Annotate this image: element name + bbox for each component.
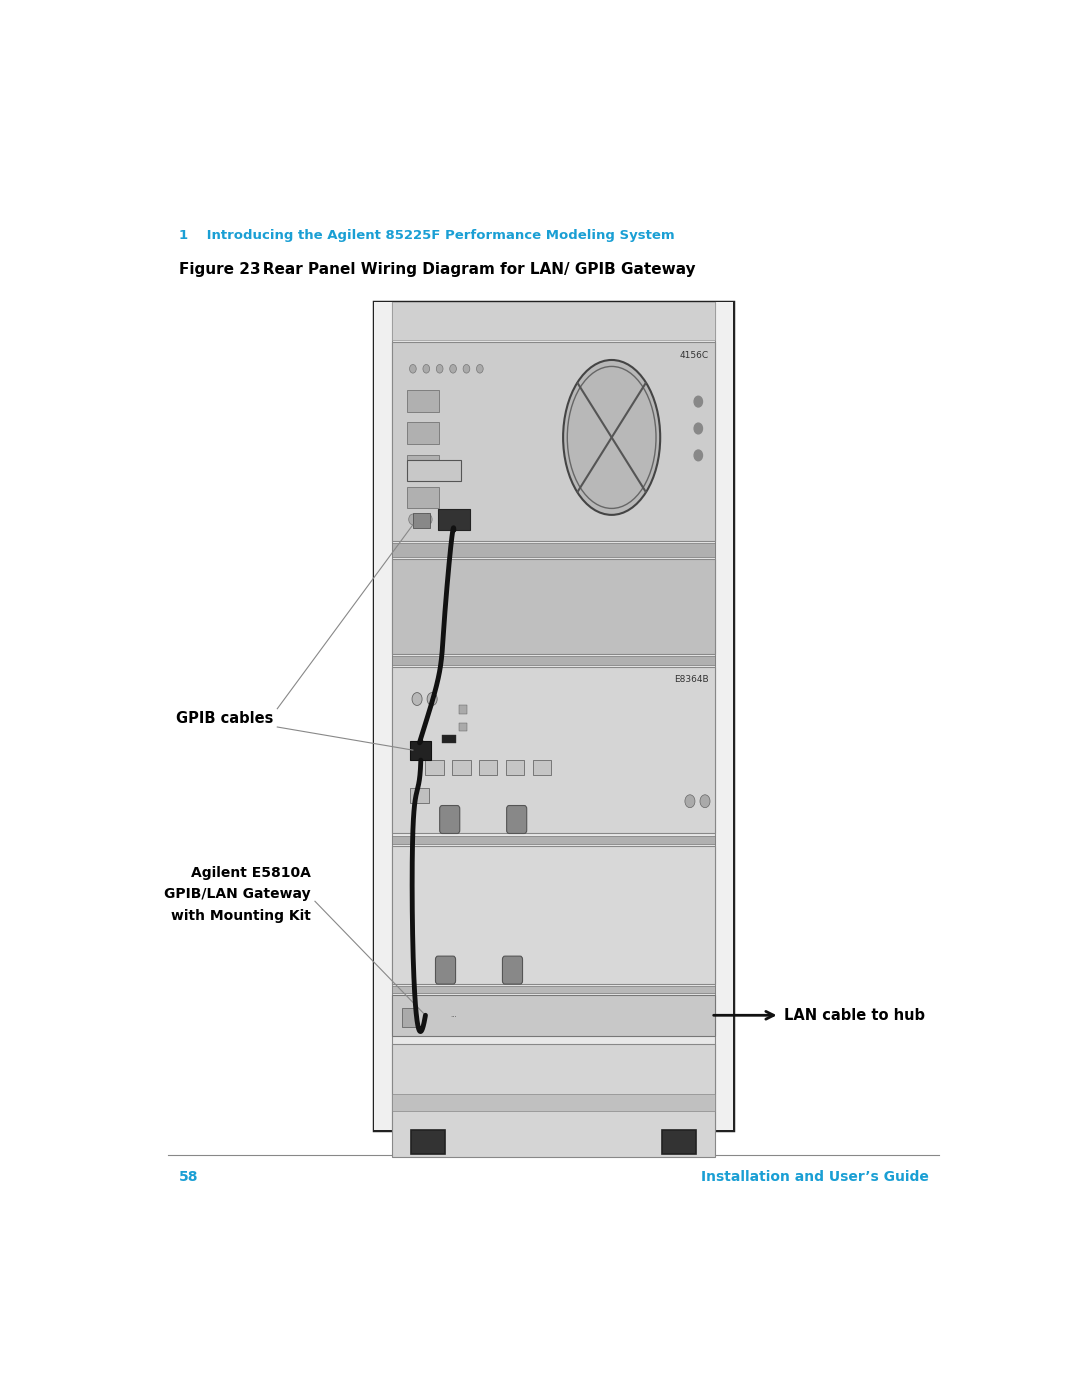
Circle shape: [685, 795, 694, 807]
Text: Installation and User’s Guide: Installation and User’s Guide: [701, 1169, 929, 1183]
FancyBboxPatch shape: [410, 740, 431, 760]
FancyBboxPatch shape: [374, 302, 392, 1130]
FancyBboxPatch shape: [392, 302, 715, 1130]
FancyBboxPatch shape: [392, 1111, 715, 1130]
Text: 1    Introducing the Agilent 85225F Performance Modeling System: 1 Introducing the Agilent 85225F Perform…: [178, 229, 674, 242]
FancyBboxPatch shape: [392, 986, 715, 993]
FancyBboxPatch shape: [392, 835, 715, 844]
Circle shape: [408, 514, 417, 525]
FancyBboxPatch shape: [392, 543, 715, 557]
Circle shape: [423, 514, 432, 525]
Text: GPIB/LAN Gateway: GPIB/LAN Gateway: [164, 887, 311, 901]
FancyBboxPatch shape: [411, 1130, 445, 1154]
FancyBboxPatch shape: [459, 722, 468, 731]
Text: Agilent E5810A: Agilent E5810A: [191, 866, 311, 880]
FancyBboxPatch shape: [392, 657, 715, 665]
FancyBboxPatch shape: [374, 302, 733, 1130]
Text: Figure 23: Figure 23: [178, 263, 260, 277]
Circle shape: [463, 365, 470, 373]
Text: ...: ...: [450, 1013, 457, 1018]
FancyBboxPatch shape: [392, 302, 715, 339]
Circle shape: [694, 397, 702, 407]
FancyBboxPatch shape: [392, 995, 715, 1035]
FancyBboxPatch shape: [392, 559, 715, 654]
Circle shape: [436, 365, 443, 373]
FancyBboxPatch shape: [440, 806, 460, 834]
FancyBboxPatch shape: [392, 342, 715, 541]
Circle shape: [694, 450, 702, 461]
FancyBboxPatch shape: [407, 486, 438, 509]
FancyBboxPatch shape: [402, 1007, 417, 1027]
Text: with Mounting Kit: with Mounting Kit: [171, 909, 311, 923]
Circle shape: [409, 365, 416, 373]
FancyBboxPatch shape: [392, 1045, 715, 1157]
FancyBboxPatch shape: [505, 760, 524, 775]
FancyBboxPatch shape: [407, 422, 438, 444]
Circle shape: [413, 693, 422, 705]
Circle shape: [449, 365, 457, 373]
FancyBboxPatch shape: [453, 760, 471, 775]
FancyBboxPatch shape: [502, 956, 523, 983]
FancyBboxPatch shape: [715, 302, 733, 1130]
Text: 58: 58: [178, 1169, 198, 1183]
Circle shape: [700, 795, 710, 807]
FancyBboxPatch shape: [438, 509, 470, 529]
Text: Rear Panel Wiring Diagram for LAN/ GPIB Gateway: Rear Panel Wiring Diagram for LAN/ GPIB …: [247, 263, 696, 277]
FancyBboxPatch shape: [407, 390, 438, 412]
FancyBboxPatch shape: [435, 956, 456, 983]
Text: LAN cable to hub: LAN cable to hub: [784, 1007, 924, 1023]
FancyBboxPatch shape: [413, 513, 430, 528]
FancyBboxPatch shape: [392, 847, 715, 983]
Circle shape: [427, 693, 437, 705]
FancyBboxPatch shape: [480, 760, 498, 775]
Circle shape: [476, 365, 483, 373]
FancyBboxPatch shape: [459, 705, 468, 714]
FancyBboxPatch shape: [426, 760, 444, 775]
FancyBboxPatch shape: [532, 760, 551, 775]
FancyBboxPatch shape: [407, 460, 461, 481]
FancyBboxPatch shape: [662, 1130, 696, 1154]
Text: 4156C: 4156C: [679, 351, 708, 359]
Ellipse shape: [563, 360, 660, 515]
FancyBboxPatch shape: [392, 1094, 715, 1111]
FancyBboxPatch shape: [410, 788, 429, 803]
Circle shape: [694, 423, 702, 434]
Text: E8364B: E8364B: [674, 675, 708, 685]
FancyBboxPatch shape: [392, 666, 715, 834]
FancyBboxPatch shape: [507, 806, 527, 834]
FancyBboxPatch shape: [407, 454, 438, 476]
Text: GPIB cables: GPIB cables: [176, 711, 273, 726]
FancyBboxPatch shape: [442, 735, 456, 743]
Circle shape: [423, 365, 430, 373]
